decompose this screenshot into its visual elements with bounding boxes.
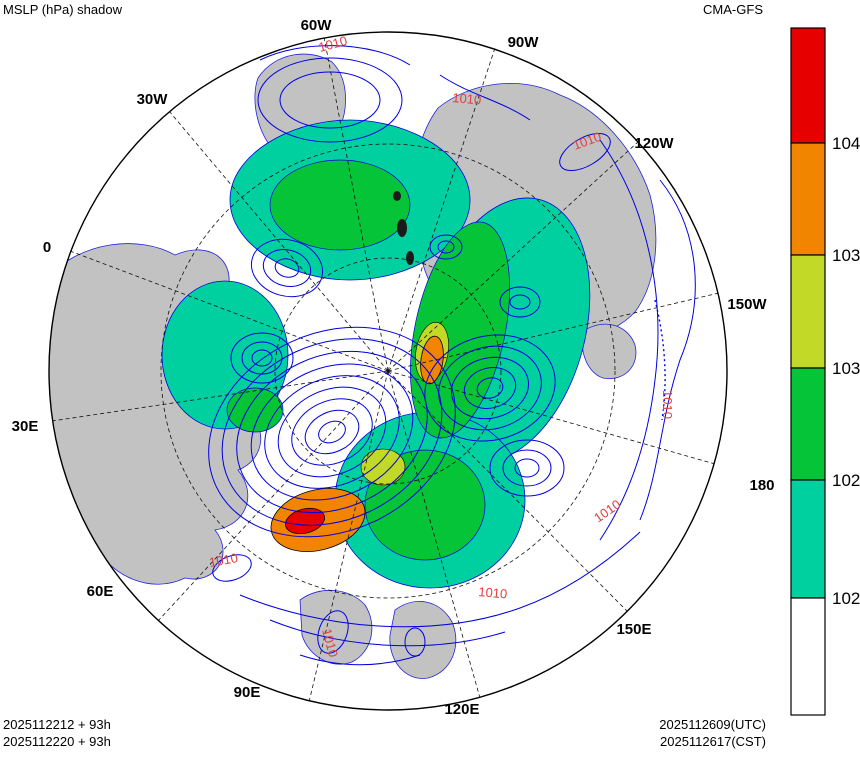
colorbar-tick-1025: 1025 [832, 471, 860, 490]
colorbar: 1040 1035 1030 1025 1020 [790, 27, 860, 716]
pressure-fill-1040-core [285, 507, 325, 535]
colorbar-segment-1035 [790, 142, 826, 256]
lon-label-120w: 120W [634, 135, 674, 152]
lon-label-60e: 60E [87, 583, 114, 600]
colorbar-tick-1030: 1030 [832, 359, 860, 378]
pressure-fill-1030-south [360, 448, 406, 486]
contour-label: 1010 [319, 627, 341, 659]
init-time-utc: 2025112212 + 93h [3, 717, 111, 732]
chart-title: MSLP (hPa) shadow [3, 2, 122, 17]
graticule-lat-circle [274, 257, 502, 485]
colorbar-tick-1020: 1020 [832, 589, 860, 608]
contour-label: 1010 [208, 550, 239, 570]
lon-label-30w: 30W [137, 91, 169, 108]
colorbar-segment-1020 [790, 479, 826, 599]
land-southeast-asia [389, 601, 457, 679]
polar-map: 1010 1010 1010 1010 1010 1010 1010 1010 … [12, 17, 775, 718]
colorbar-segment-below1020 [790, 597, 826, 716]
contour-value-labels: 1010 1010 1010 1010 1010 1010 1010 1010 [208, 33, 675, 659]
colorbar-tick-1035: 1035 [832, 246, 860, 265]
pressure-fill-1025-north [269, 159, 411, 251]
map-content: 1010 1010 1010 1010 1010 1010 1010 1010 [49, 32, 720, 703]
contour-label: 1010 [660, 390, 675, 419]
footer-valid-times: 2025112609(UTC) 2025112617(CST) [659, 716, 766, 750]
graticule-meridians [51, 36, 720, 703]
lon-label-90e: 90E [234, 684, 261, 701]
graticule-lat-circle [160, 143, 616, 599]
lon-label-30e: 30E [12, 418, 39, 435]
longitude-labels: 0 30W 60W 90W 120W 150W 180 150E 120E 90… [12, 17, 775, 718]
model-name: CMA-GFS [703, 2, 763, 17]
map-boundary-circle [48, 31, 728, 711]
lon-label-120e: 120E [444, 701, 479, 718]
footer-init-times: 2025112212 + 93h 2025112220 + 93h [3, 716, 111, 750]
init-time-cst: 2025112220 + 93h [3, 734, 111, 749]
colorbar-segment-1030 [790, 254, 826, 369]
lon-label-0: 0 [43, 239, 51, 256]
dense-contour-cluster [406, 251, 414, 265]
contour-label: 1010 [452, 90, 482, 107]
colorbar-segment-1040plus [790, 27, 826, 144]
colorbar-tick-1040: 1040 [832, 134, 860, 153]
lon-label-60w: 60W [301, 17, 333, 34]
valid-time-utc: 2025112609(UTC) [659, 717, 766, 732]
pressure-fill-1025-west [226, 387, 284, 433]
lon-label-150w: 150W [727, 296, 767, 313]
dense-contour-cluster [393, 191, 401, 201]
lon-label-90w: 90W [508, 34, 540, 51]
contour-label: 1010 [478, 584, 508, 601]
lon-label-180: 180 [749, 477, 774, 494]
valid-time-cst: 2025112617(CST) [660, 734, 766, 749]
lon-label-150e: 150E [616, 621, 651, 638]
dense-contour-cluster [397, 219, 407, 237]
land-alaska [581, 323, 637, 379]
land-arctic-island [261, 32, 295, 47]
colorbar-segment-1025 [790, 367, 826, 481]
isobar-contours [208, 45, 696, 666]
pressure-fill-1035-center [420, 335, 444, 385]
